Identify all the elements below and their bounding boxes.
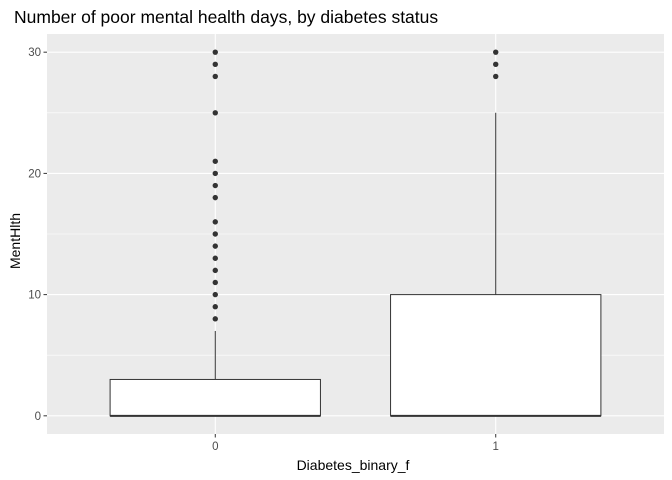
y-axis: 0 10 20 30 xyxy=(28,47,47,423)
outlier-point xyxy=(493,49,499,55)
box-group-0 xyxy=(109,49,321,417)
boxplot-series xyxy=(109,49,602,417)
outlier-point xyxy=(212,304,218,310)
outlier-point xyxy=(212,61,218,68)
chart-title: Number of poor mental health days, by di… xyxy=(14,7,438,27)
outlier-point xyxy=(212,267,218,274)
outlier-point xyxy=(212,73,218,80)
outlier-point xyxy=(212,231,218,237)
outlier-point xyxy=(212,316,218,322)
x-tick-label: 1 xyxy=(493,441,499,453)
outlier-point xyxy=(212,255,218,261)
x-tick-label: 0 xyxy=(212,441,218,453)
outlier-point xyxy=(212,194,218,201)
y-tick-label: 0 xyxy=(35,411,41,423)
y-axis-title: MentHlth xyxy=(7,213,23,269)
outlier-point xyxy=(493,73,499,80)
outlier-point xyxy=(212,243,218,249)
y-tick-label: 20 xyxy=(28,168,41,180)
outlier-point xyxy=(212,219,218,225)
x-axis-title: Diabetes_binary_f xyxy=(297,457,410,473)
outlier-point xyxy=(212,110,218,116)
y-tick-label: 30 xyxy=(28,47,41,59)
box xyxy=(390,294,602,417)
outlier-point xyxy=(212,291,218,298)
outlier-point xyxy=(212,49,218,55)
outlier-point xyxy=(493,61,499,68)
outlier-point xyxy=(212,182,218,189)
outlier-point xyxy=(212,279,218,286)
y-tick-label: 10 xyxy=(28,290,41,302)
outlier-point xyxy=(212,158,218,164)
outlier-point xyxy=(212,170,218,177)
box xyxy=(109,378,321,417)
box-group-1 xyxy=(390,49,602,417)
